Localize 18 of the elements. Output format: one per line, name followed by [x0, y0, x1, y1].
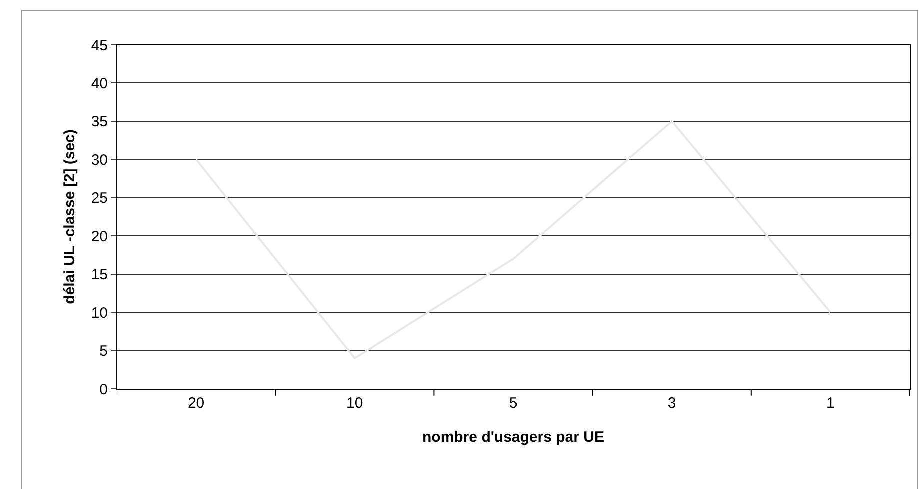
y-tick-label: 45 [91, 37, 108, 54]
x-axis-title: nombre d'usagers par UE [422, 429, 604, 446]
y-tick-label: 10 [91, 304, 108, 322]
y-tick-label: 40 [91, 75, 108, 92]
x-tick-label: 10 [346, 395, 364, 412]
line-series [195, 120, 832, 360]
y-tick-label: 0 [100, 381, 108, 398]
y-tick-label: 25 [91, 190, 108, 208]
y-tick-label: 30 [91, 152, 108, 169]
x-tick-label: 1 [826, 395, 835, 412]
y-tick-label: 15 [91, 266, 108, 284]
x-tick-label: 3 [668, 395, 676, 412]
y-axis-title: délai UL -classe [2] (sec) [62, 130, 79, 304]
x-tick-label: 20 [188, 395, 205, 412]
x-tick-label: 5 [509, 395, 518, 412]
y-tick-label: 5 [100, 343, 108, 360]
y-tick-label: 35 [91, 114, 108, 131]
y-tick-label: 20 [91, 228, 108, 246]
